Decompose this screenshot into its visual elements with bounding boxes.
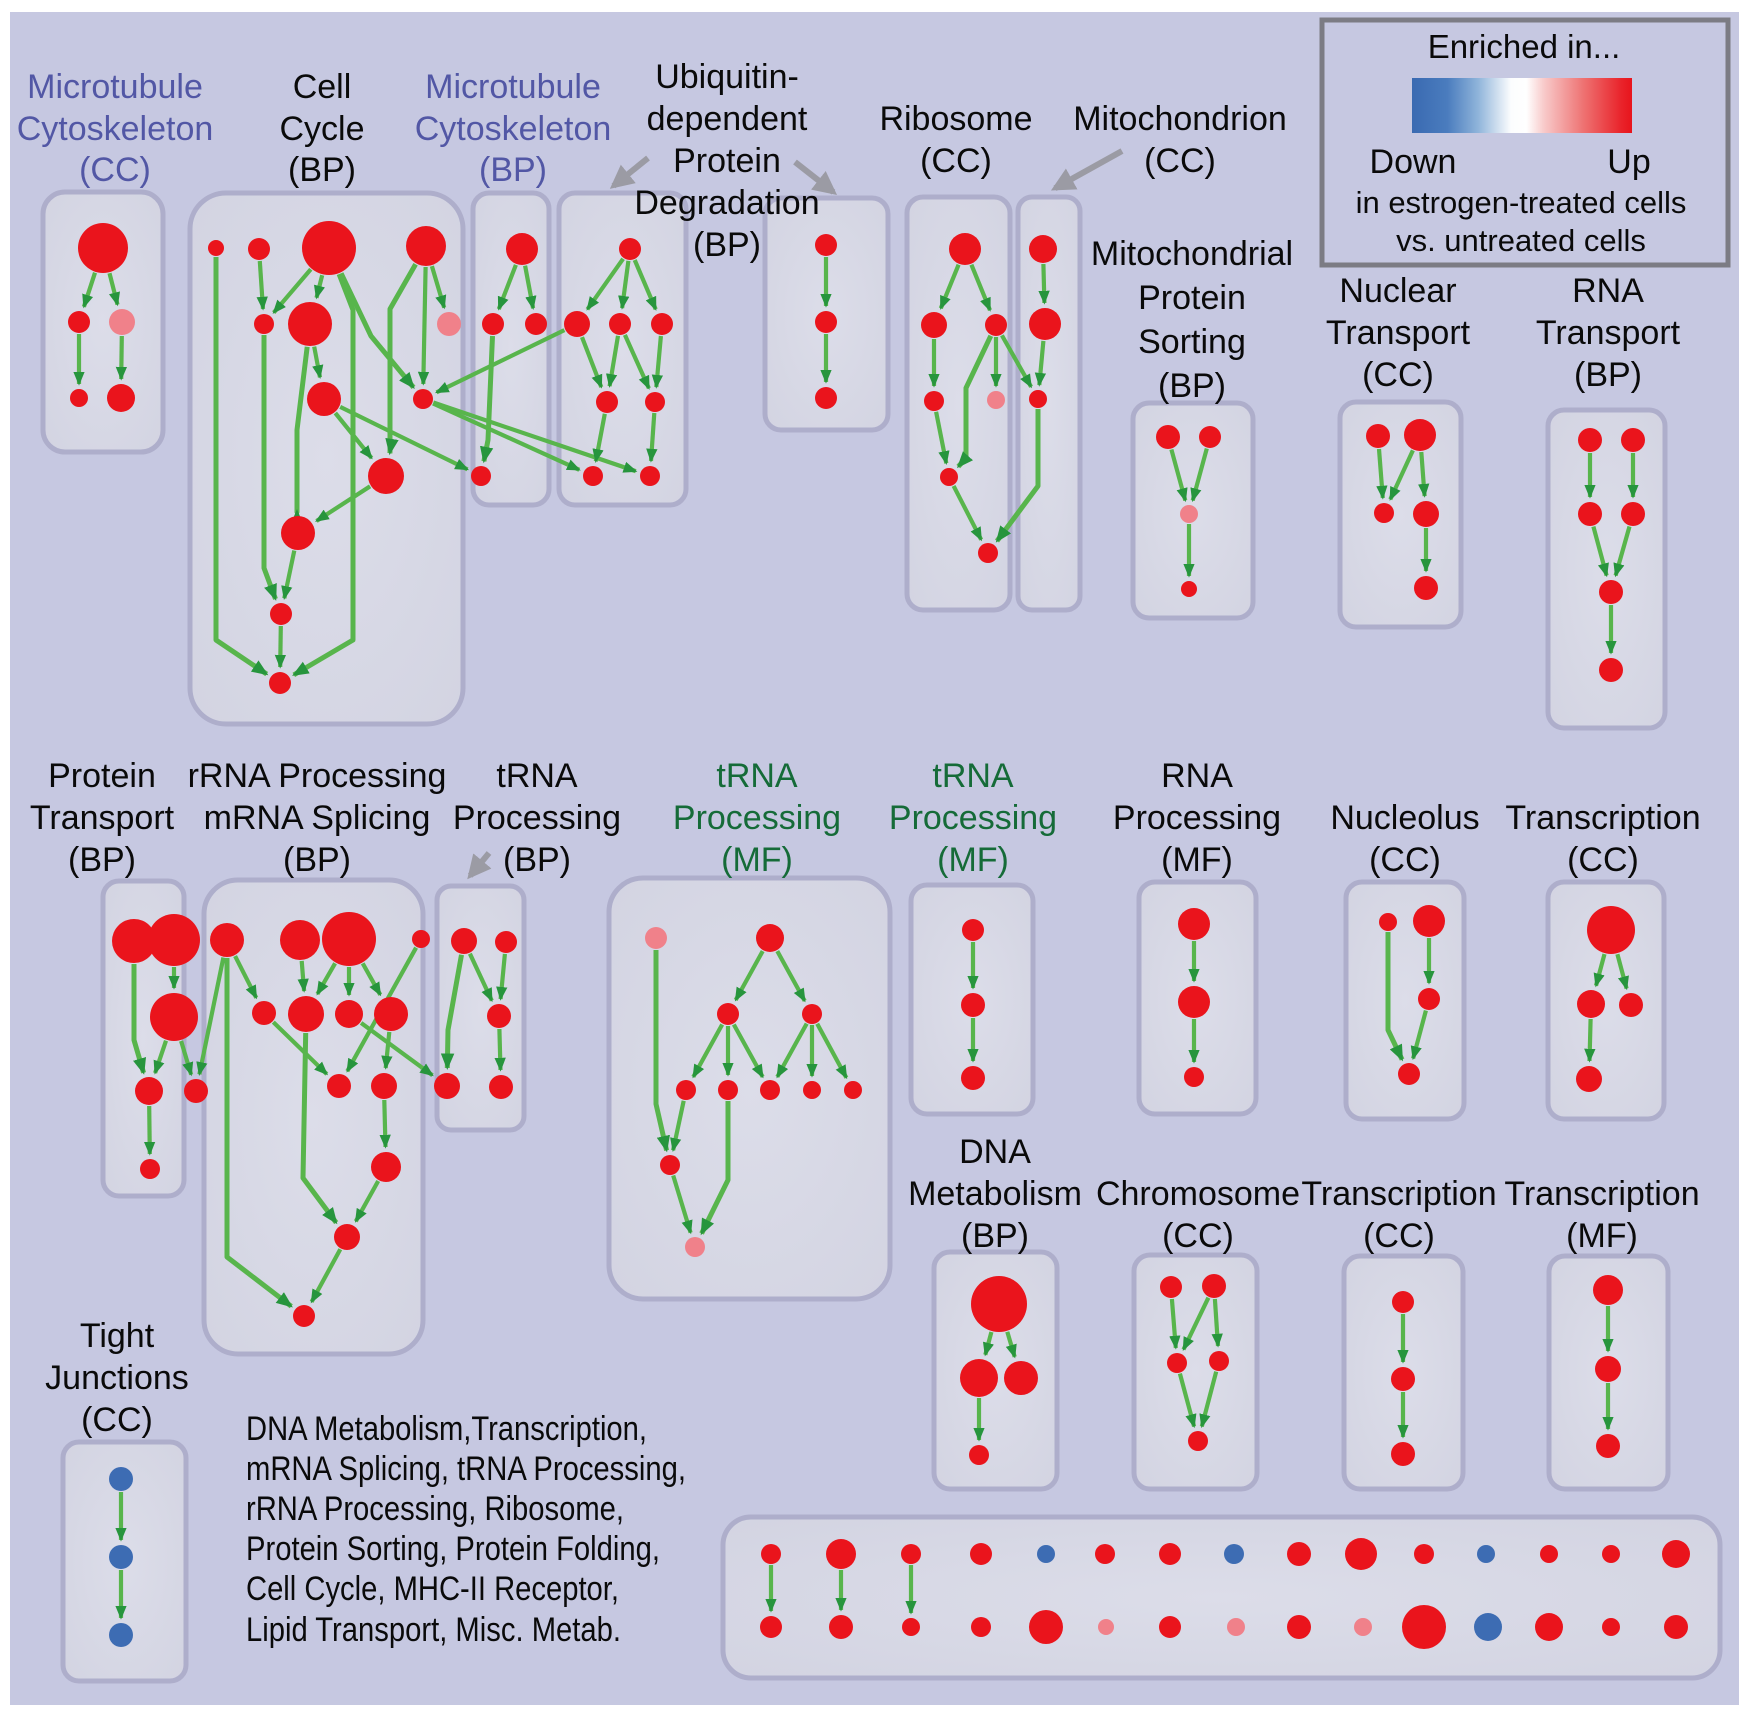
- svg-text:Transcription(CC): Transcription (CC): [1301, 1175, 1496, 1255]
- svg-text:Mitochondrion(CC): Mitochondrion (CC): [1073, 100, 1287, 180]
- svg-text:Chromosome(CC): Chromosome (CC): [1096, 1175, 1300, 1255]
- svg-text:vs. untreated cells: vs. untreated cells: [1396, 223, 1646, 258]
- svg-text:in estrogen-treated cells: in estrogen-treated cells: [1356, 185, 1687, 220]
- svg-text:DNA Metabolism,Transcription,m: DNA Metabolism,Transcription, mRNA Splici…: [246, 1410, 686, 1649]
- svg-text:Ribosome(CC): Ribosome (CC): [879, 100, 1032, 180]
- svg-text:Down: Down: [1370, 143, 1457, 181]
- svg-text:Enriched in...: Enriched in...: [1428, 28, 1621, 65]
- svg-text:Transcription(MF): Transcription (MF): [1504, 1175, 1699, 1255]
- svg-text:Up: Up: [1607, 143, 1650, 181]
- svg-text:Transcription(CC): Transcription (CC): [1505, 799, 1700, 879]
- svg-text:Nucleolus(CC): Nucleolus (CC): [1330, 799, 1479, 879]
